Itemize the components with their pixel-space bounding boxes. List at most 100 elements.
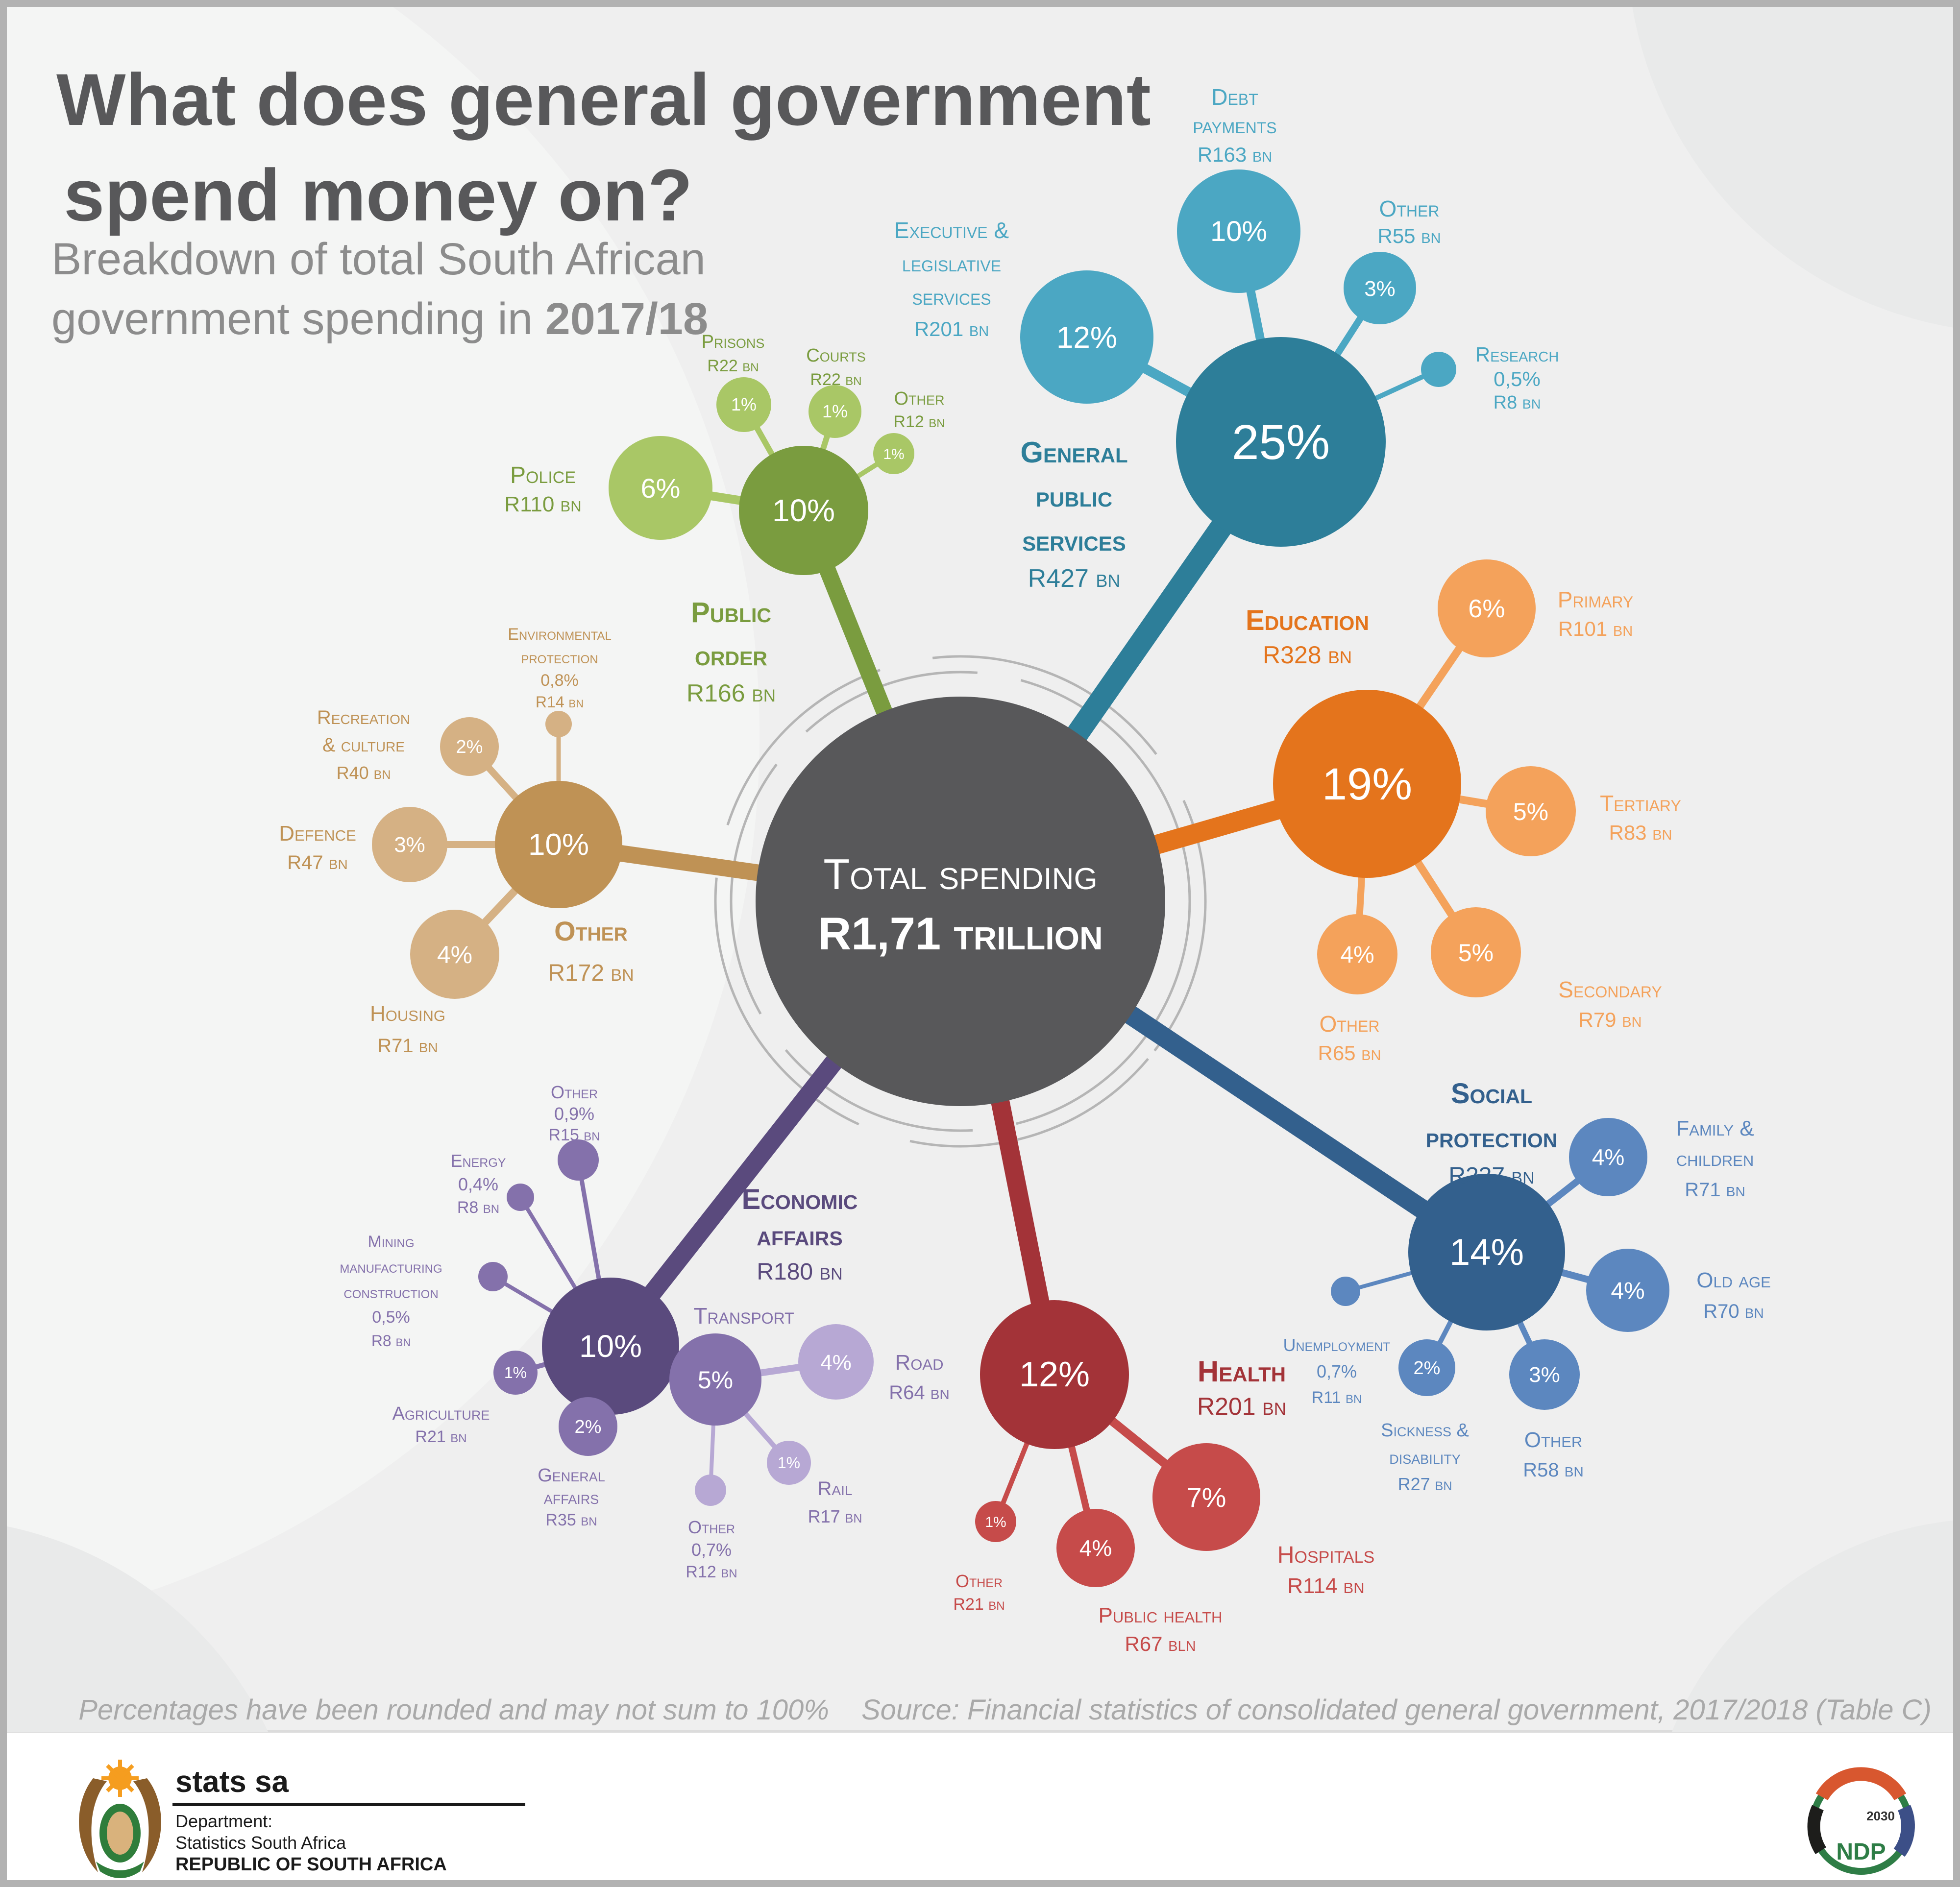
courts-label: Courts [806,345,865,366]
stats-sa-dept-2: Statistics South Africa [175,1833,346,1853]
ndp-arc-blue [1893,1805,1915,1857]
bubble-mining [478,1262,508,1291]
bubble-total-spending [756,697,1165,1106]
gps-other-label: Other [1379,196,1440,221]
subtitle-year: 2017/18 [545,294,709,344]
center-ring-inner [730,671,1191,1132]
housing-value: R71 bn [377,1035,438,1057]
stats-sa-emblem [79,1760,161,1878]
police-pct: 6% [641,473,681,504]
decor-circle-bottom-left [7,1526,269,1732]
publicorder-header-2: order [695,640,767,672]
bubble-econ-other [558,1139,599,1181]
ndp-logo: 2030 NDP [1807,1767,1915,1875]
gps-header-3: services [1022,524,1126,557]
tertiary-label: Tertiary [1600,791,1681,816]
emblem-banner [96,1862,144,1878]
social-other-value: R58 bn [1523,1459,1583,1481]
bubble-primary [1438,559,1536,657]
health-hub-pct: 12% [1019,1355,1090,1394]
emblem-shield-inner [107,1812,133,1855]
transport-pct: 5% [698,1366,733,1394]
emblem-left-wing [79,1778,107,1872]
sickness-value: R27 bn [1398,1474,1452,1494]
publichealth-value: R67 bln [1125,1632,1196,1655]
footer-divider [7,1730,1953,1733]
bubble-family [1569,1118,1647,1196]
page-title-line1: What does general government [56,58,1151,141]
econ-other-value: R15 bn [548,1126,600,1144]
recreation-label-2: & culture [322,734,405,756]
family-label-1: Family & [1676,1116,1754,1140]
subtitle-text: government spending in [51,294,545,344]
prisons-label: Prisons [702,332,765,352]
bubble-agriculture [493,1351,538,1395]
stats-sa-rule [172,1803,525,1806]
family-value: R71 bn [1685,1179,1745,1201]
stats-sa-brand: stats sa [175,1765,289,1799]
bubble-housing [410,910,499,999]
family-label-2: children [1676,1147,1754,1171]
generalaffairs-label-2: affairs [544,1488,599,1508]
oldage-pct: 4% [1611,1278,1644,1304]
generalaffairs-label-1: General [538,1465,605,1486]
environment-label-1: Environmental [508,625,612,644]
health-other-pct: 1% [985,1514,1006,1530]
page-subtitle-line1: Breakdown of total South African [51,234,706,284]
bubble-generalaffairs [559,1397,617,1456]
social-other-label: Other [1524,1428,1583,1452]
recreation-label-1: Recreation [317,707,410,728]
transport-other-label: Other [688,1517,735,1537]
family-pct: 4% [1592,1144,1624,1170]
bubble-tertiary [1486,766,1576,856]
economic-value: R180 bn [757,1259,842,1285]
edu-other-pct: 4% [1340,942,1374,968]
police-value: R110 bn [504,492,581,516]
bubble-debt [1177,169,1300,293]
rail-pct: 1% [778,1454,800,1472]
housing-pct: 4% [437,941,472,968]
decor-circle-top-left [7,7,760,1628]
hospitals-value: R114 bn [1287,1574,1364,1598]
debt-value: R163 bn [1198,143,1272,166]
mining-label-3: construction [343,1283,438,1302]
other-value: R172 bn [548,960,634,986]
bubble-economic-hub [542,1278,679,1415]
generalaffairs-pct: 2% [575,1417,602,1437]
footnote: Percentages have been rounded and may no… [78,1694,829,1726]
economic-header-2: affairs [757,1220,842,1252]
page-title-line2: spend money on? [64,154,692,236]
prisons-pct: 1% [731,394,757,414]
bubble-transport [669,1333,761,1426]
primary-value: R101 bn [1558,617,1633,640]
sickness-label-1: Sickness & [1381,1420,1469,1441]
prisons-value: R22 bn [707,357,759,375]
bubble-other-hub [495,781,622,908]
bubble-education-hub [1273,690,1461,878]
courts-pct: 1% [822,401,848,421]
hospitals-pct: 7% [1187,1482,1226,1513]
bubble-publichealth [1056,1509,1135,1587]
education-header: Education [1246,605,1369,636]
exec-label-1: Executive & [894,218,1009,243]
publichealth-label: Public health [1099,1603,1223,1627]
bubble-road [798,1324,874,1400]
defence-pct: 3% [394,833,425,857]
bubble-edu-other [1317,914,1397,994]
ndp-acronym: NDP [1836,1839,1886,1865]
bubble-transport-other [695,1475,726,1506]
gps-header-1: General [1020,436,1127,469]
unemployment-pct-label: 0,7% [1317,1361,1357,1381]
bubble-health-other [975,1501,1016,1542]
transport-label: Transport [693,1303,794,1329]
bubble-po-other [873,433,914,474]
bubble-health-hub [980,1300,1129,1449]
education-hub-pct: 19% [1322,759,1412,809]
social-header-1: Social [1451,1078,1532,1110]
rail-value: R17 bn [808,1506,862,1526]
emblem-right-wing [133,1778,161,1872]
research-label: Research [1475,343,1559,366]
primary-pct: 6% [1468,595,1505,623]
debt-label-2: payments [1193,113,1276,138]
